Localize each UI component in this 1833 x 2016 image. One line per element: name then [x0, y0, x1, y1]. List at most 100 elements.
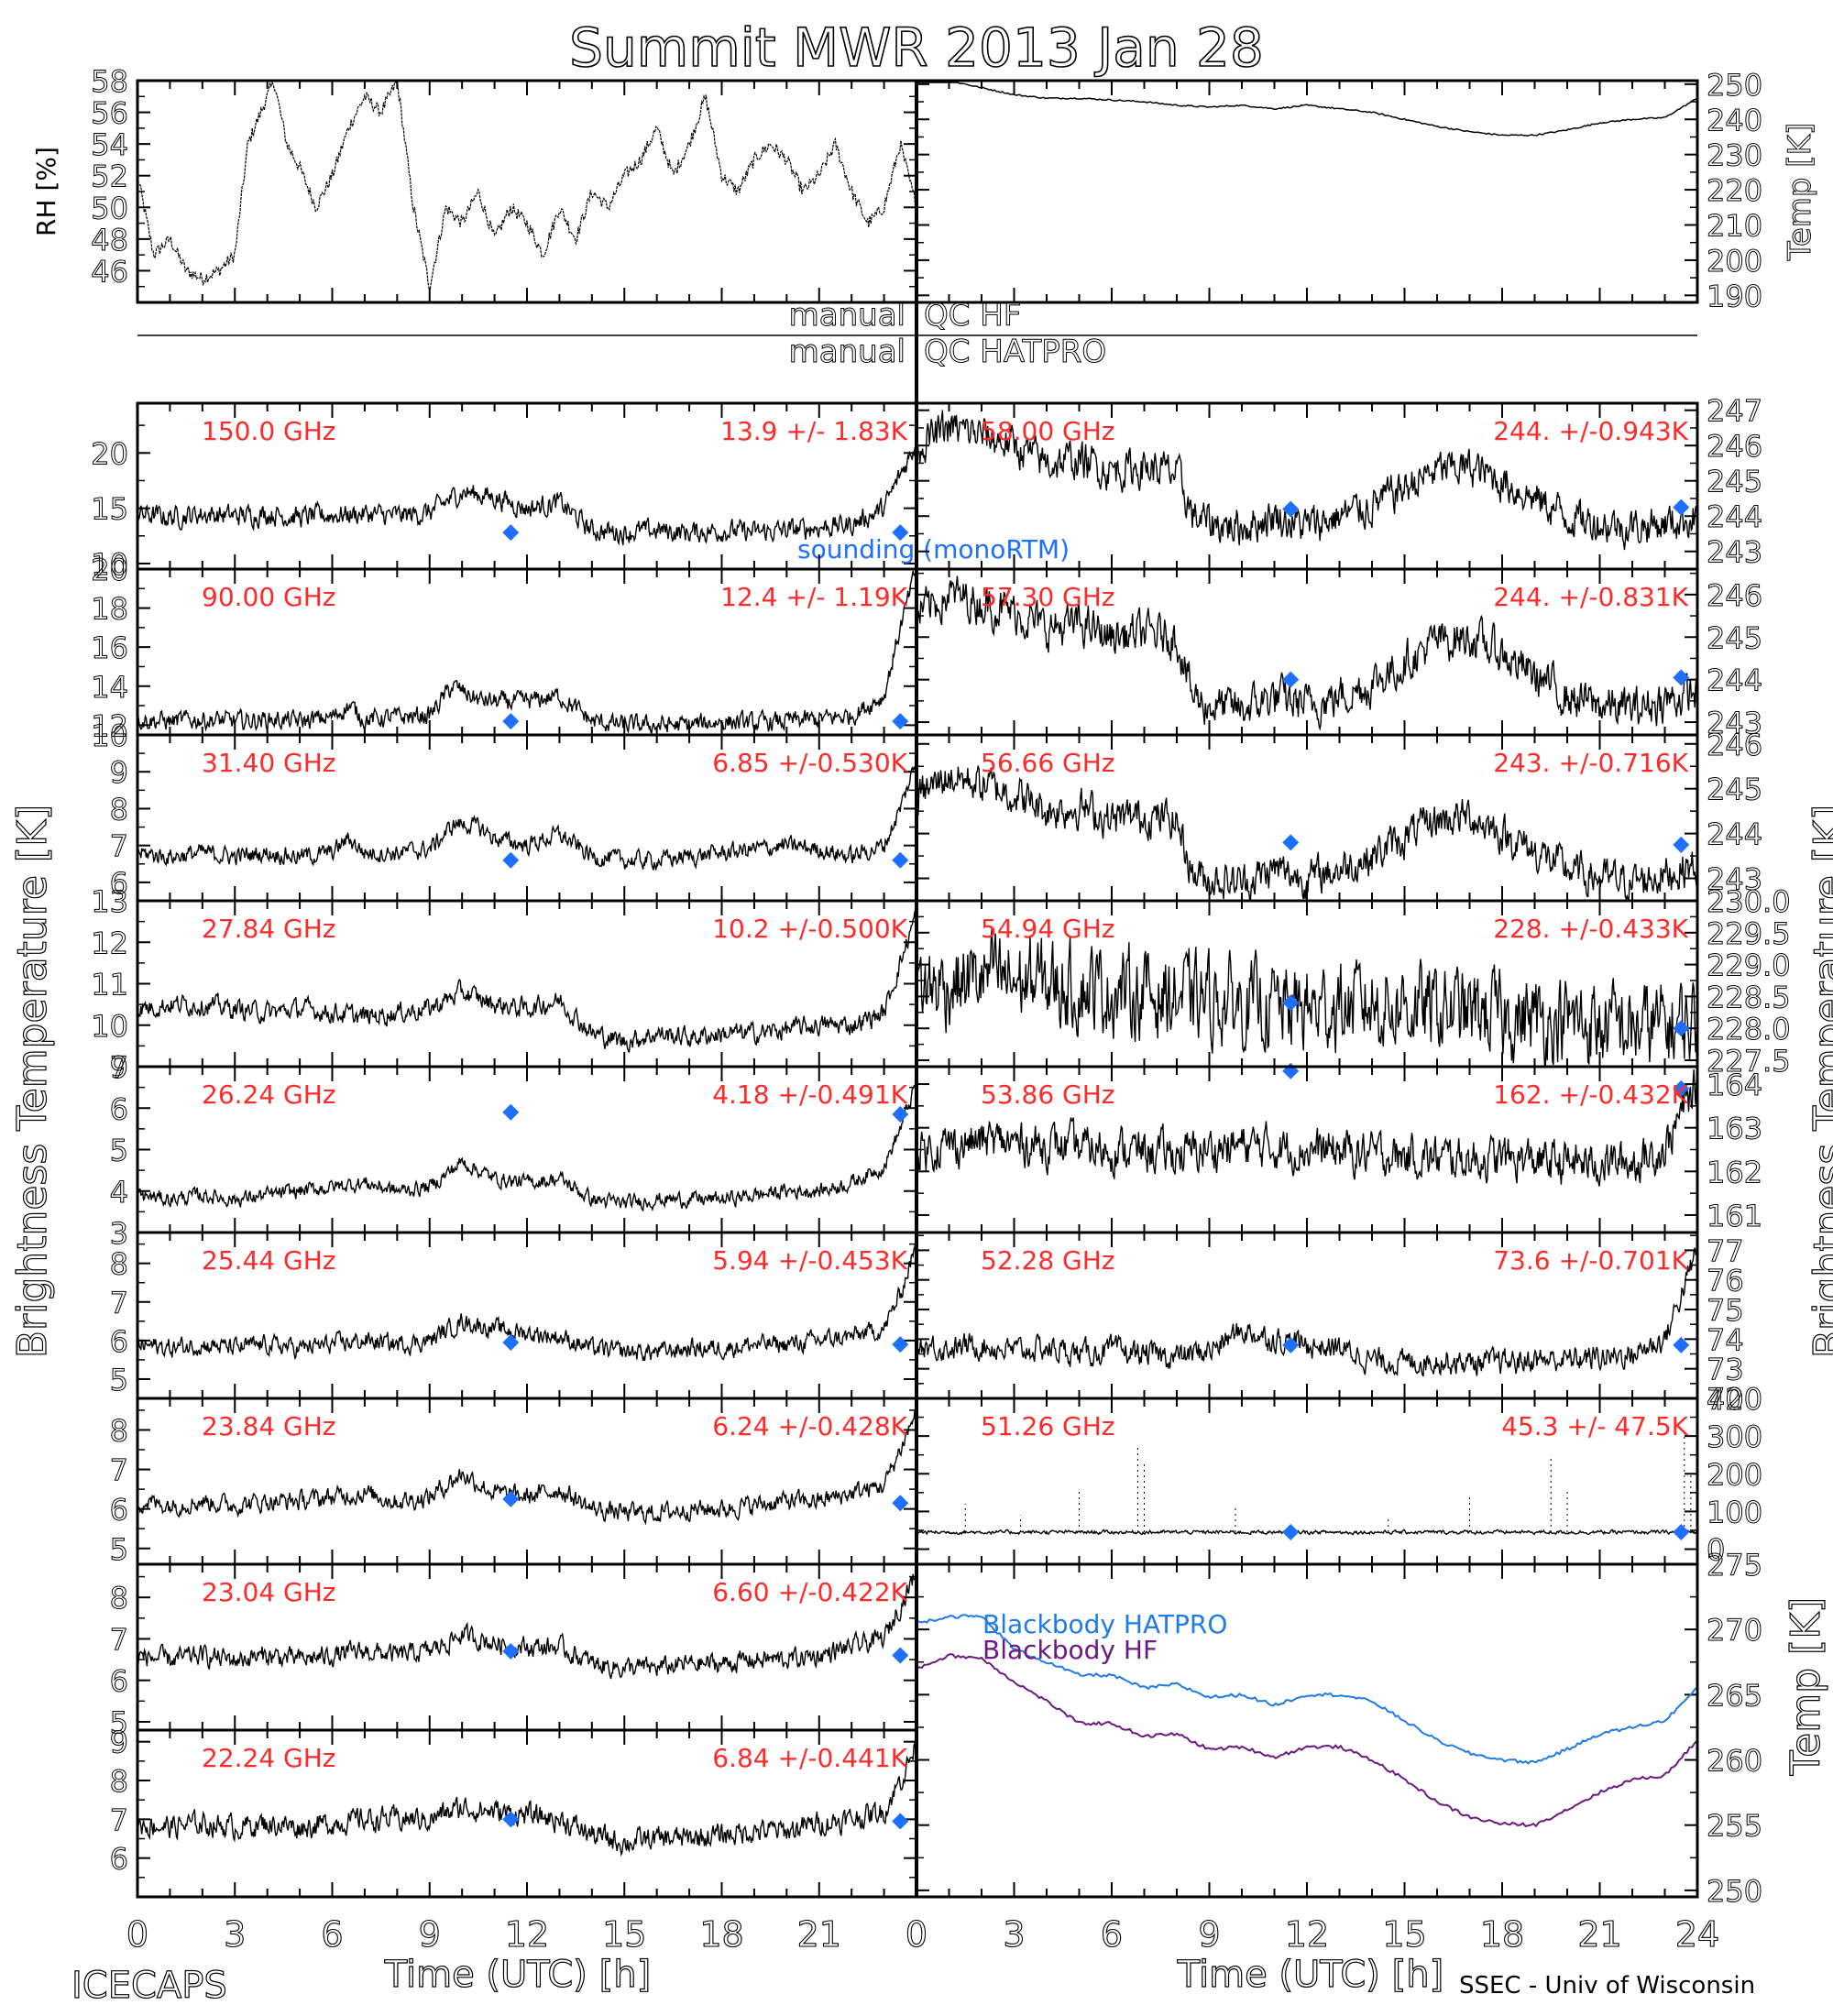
panel-tb-51-ytick-label: 300 — [1707, 1419, 1762, 1454]
temp-trace — [916, 82, 1698, 137]
panel-tb-58-ytick-label: 245 — [1707, 465, 1762, 499]
x-tick-label: 9 — [419, 1914, 441, 1955]
temp-ytick-label: 220 — [1707, 173, 1762, 208]
panel-tb-90-ytick-label: 14 — [91, 670, 128, 705]
right-y-axis-title: Brightness Temperature [K] — [1806, 805, 1833, 1358]
panel-tb-54-ytick-label: 229.5 — [1707, 916, 1791, 951]
panel-tb-23.04-ytick-label: 7 — [110, 1622, 128, 1657]
panel-tb-57-ytick-label: 244 — [1707, 663, 1762, 698]
x-tick-label: 12 — [1285, 1914, 1329, 1955]
panel-tb-54-sounding-point — [1673, 1020, 1690, 1037]
x-tick-label: 12 — [505, 1914, 549, 1955]
panel-blackbody-series-1 — [916, 1653, 1698, 1828]
panel-tb-25-ytick-label: 6 — [110, 1324, 128, 1359]
x-tick-label: 9 — [1198, 1914, 1220, 1955]
panel-tb-53-ytick-label: 164 — [1707, 1068, 1762, 1102]
panel-tb-150-sounding-legend: sounding (monoRTM) — [797, 534, 1070, 564]
panel-tb-52-sounding-point — [1673, 1336, 1690, 1353]
panel-tb-22-stats-label: 6.84 +/-0.441K — [712, 1743, 907, 1773]
panel-tb-27-ytick-label: 9 — [110, 1050, 128, 1085]
panel-tb-57-frequency-label: 57.30 GHz — [981, 582, 1115, 612]
panel-tb-27-stats-label: 10.2 +/-0.500K — [712, 914, 907, 944]
panel-tb-27-ytick-label: 11 — [91, 968, 128, 1003]
temp-ytick-label: 190 — [1707, 279, 1762, 313]
panel-tb-31-ytick-label: 6 — [110, 866, 128, 901]
figure-title: Summit MWR 2013 Jan 28 — [569, 16, 1264, 79]
panel-blackbody-series-0 — [916, 1614, 1698, 1765]
panel-blackbody-ytick-label: 250 — [1707, 1874, 1762, 1909]
panel-tb-52-stats-label: 73.6 +/-0.701K — [1493, 1245, 1688, 1276]
footer-right-label: SSEC - Univ of Wisconsin — [1459, 1972, 1755, 2000]
panel-tb-26-ytick-label: 5 — [110, 1134, 128, 1168]
panel-tb-23.04-stats-label: 6.60 +/-0.422K — [712, 1577, 907, 1607]
panel-tb-27-ytick-label: 10 — [91, 1009, 128, 1044]
panel-tb-54-trace — [916, 926, 1698, 1066]
temp-ytick-label: 210 — [1707, 208, 1762, 243]
panel-tb-25-sounding-point — [892, 1336, 909, 1353]
rh-ytick-label: 46 — [91, 254, 128, 289]
x-tick-label: 18 — [699, 1914, 743, 1955]
panel-tb-25-ytick-label: 8 — [110, 1247, 128, 1282]
qc-hatpro-right-label: QC HATPRO — [924, 334, 1106, 370]
panel-tb-52-ytick-label: 73 — [1707, 1353, 1744, 1387]
panel-tb-58-stats-label: 244. +/-0.943K — [1493, 416, 1688, 446]
panel-tb-53-ytick-label: 163 — [1707, 1112, 1762, 1146]
panel-tb-58-sounding-point — [1673, 499, 1690, 516]
panel-tb-57-sounding-point — [1282, 671, 1300, 688]
rh-ytick-label: 54 — [91, 127, 128, 162]
panel-tb-51-ytick-label: 400 — [1707, 1382, 1762, 1417]
panel-tb-51-trace — [916, 1528, 1698, 1536]
panel-tb-27-frequency-label: 27.84 GHz — [202, 914, 336, 944]
panel-tb-57-ytick-label: 243 — [1707, 706, 1762, 740]
x-tick-label: 15 — [1382, 1914, 1426, 1955]
panel-blackbody-ytick-label: 260 — [1707, 1744, 1762, 1779]
panel-tb-57-ytick-label: 245 — [1707, 620, 1762, 655]
panel-tb-150-sounding-point — [502, 524, 520, 542]
panel-tb-56-frequency-label: 56.66 GHz — [981, 748, 1115, 778]
panel-tb-150-ytick-label: 10 — [91, 547, 128, 582]
panel-tb-26-ytick-label: 4 — [110, 1175, 128, 1210]
panel-tb-58-sounding-point — [1282, 500, 1300, 518]
panel-tb-52-ytick-label: 72 — [1707, 1382, 1744, 1417]
panel-tb-58-ytick-label: 246 — [1707, 429, 1762, 464]
panel-tb-57-sounding-point — [1673, 669, 1690, 686]
x-tick-label: 18 — [1480, 1914, 1524, 1955]
panel-tb-31-ytick-label: 7 — [110, 829, 128, 864]
panel-tb-53-ytick-label: 162 — [1707, 1155, 1762, 1189]
panel-tb-54-ytick-label: 228.0 — [1707, 1012, 1791, 1046]
panel-tb-27-ytick-label: 12 — [91, 926, 128, 960]
x-tick-label: 21 — [797, 1914, 841, 1955]
panel-tb-53-ytick-label: 161 — [1707, 1199, 1762, 1233]
x-tick-label: 0 — [126, 1914, 148, 1955]
panel-tb-27-trace — [137, 909, 917, 1053]
panel-tb-23.84-sounding-point — [502, 1490, 520, 1507]
panel-tb-56-ytick-label: 245 — [1707, 772, 1762, 807]
panel-tb-52-ytick-label: 77 — [1707, 1233, 1744, 1268]
panel-tb-54-frequency-label: 54.94 GHz — [981, 914, 1115, 944]
panel-tb-23.84-sounding-point — [892, 1495, 909, 1512]
panel-tb-22-frequency-label: 22.24 GHz — [202, 1743, 336, 1773]
rh-ytick-label: 50 — [91, 191, 128, 225]
x-axis-title-right: Time (UTC) [h] — [1177, 1954, 1443, 1996]
panel-tb-58-ytick-label: 247 — [1707, 394, 1762, 429]
panel-tb-56-ytick-label: 243 — [1707, 862, 1762, 897]
panel-blackbody-ytick-label: 265 — [1707, 1678, 1762, 1713]
panel-tb-54-ytick-label: 227.5 — [1707, 1044, 1791, 1079]
x-tick-label: 0 — [906, 1914, 927, 1955]
x-tick-label: 15 — [602, 1914, 646, 1955]
panel-tb-90-sounding-point — [892, 713, 909, 730]
panel-tb-26-ytick-label: 7 — [110, 1050, 128, 1085]
left-y-axis-title: Brightness Temperature [K] — [9, 805, 56, 1358]
panel-tb-53-stats-label: 162. +/-0.432K — [1493, 1079, 1688, 1110]
rh-axis-title: RH [%] — [31, 147, 61, 236]
panel-tb-54-ytick-label: 228.5 — [1707, 980, 1791, 1014]
panel-tb-23.84-ytick-label: 5 — [110, 1532, 128, 1567]
panel-tb-31-sounding-point — [502, 851, 520, 869]
panel-tb-25-sounding-point — [502, 1333, 520, 1351]
footer-left-label: ICECAPS — [71, 1965, 227, 2007]
panel-tb-26-ytick-label: 3 — [110, 1216, 128, 1251]
panel-tb-90-ytick-label: 20 — [91, 553, 128, 587]
panel-tb-22-ytick-label: 8 — [110, 1764, 128, 1799]
